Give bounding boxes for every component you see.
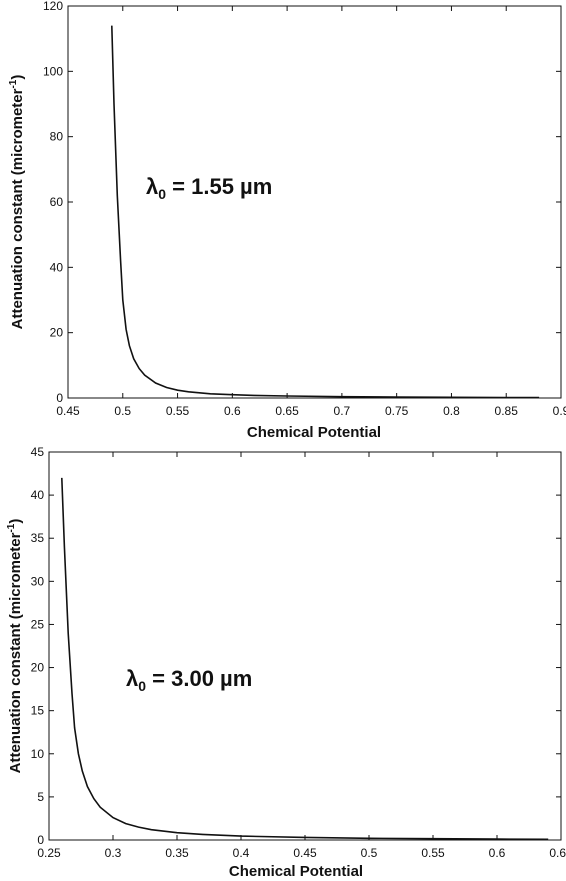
y-tick-label: 35 — [31, 531, 45, 545]
x-axis-label: Chemical Potential — [229, 863, 363, 880]
x-tick-label: 0.45 — [293, 846, 317, 860]
x-tick-label: 0.25 — [37, 846, 61, 860]
plot-frame — [48, 451, 562, 841]
y-tick-label: 40 — [50, 260, 64, 274]
y-tick-label: 0 — [37, 833, 44, 847]
y-axis-label: Attenuation constant (micrometer-1) — [8, 75, 26, 330]
x-tick-label: 0.75 — [385, 404, 409, 418]
y-axis-label-sup: -1 — [8, 79, 19, 88]
y-tick-label: 15 — [31, 704, 45, 718]
y-tick-label: 30 — [31, 574, 45, 588]
y-axis-label-main: Attenuation constant (micrometer — [7, 532, 24, 773]
x-tick-label: 0.65 — [275, 404, 299, 418]
y-axis-label-sup: -1 — [6, 523, 17, 532]
y-axis-label-main: Attenuation constant (micrometer — [9, 88, 26, 329]
x-tick-label: 0.85 — [495, 404, 519, 418]
y-tick-label: 5 — [37, 790, 44, 804]
x-axis-label: Chemical Potential — [247, 424, 381, 441]
x-tick-label: 0.55 — [421, 846, 445, 860]
x-tick-label: 0.4 — [233, 846, 250, 860]
x-tick-label: 0.8 — [443, 404, 460, 418]
x-tick-label: 0.5 — [361, 846, 378, 860]
y-axis-label-close: ) — [7, 519, 24, 524]
annotation-symbol: λ — [126, 666, 138, 691]
y-tick-label: 45 — [31, 445, 45, 459]
x-tick-label: 0.9 — [553, 404, 566, 418]
y-axis-ticks: 0 5 10 15 20 25 30 35 40 45 — [31, 445, 561, 847]
y-tick-label: 80 — [50, 130, 64, 144]
x-tick-label: 0.65 — [549, 846, 566, 860]
wavelength-annotation: λ0 = 1.55 µm — [146, 174, 272, 202]
x-tick-label: 0.3 — [105, 846, 122, 860]
annotation-subscript: 0 — [158, 186, 166, 202]
y-axis-label-close: ) — [9, 75, 26, 80]
x-tick-label: 0.5 — [114, 404, 131, 418]
y-tick-label: 20 — [31, 661, 45, 675]
x-tick-label: 0.35 — [165, 846, 189, 860]
y-tick-label: 20 — [50, 326, 64, 340]
plot-frame — [67, 5, 562, 399]
attenuation-curve — [111, 25, 540, 399]
annotation-subscript: 0 — [138, 678, 146, 694]
x-axis-ticks: 0.25 0.3 0.35 0.4 0.45 0.5 0.55 0.6 0.65 — [37, 452, 566, 860]
annotation-value: = 1.55 µm — [166, 174, 272, 199]
y-tick-label: 40 — [31, 488, 45, 502]
y-tick-label: 10 — [31, 747, 45, 761]
y-axis-label: Attenuation constant (micrometer-1) — [6, 519, 24, 774]
x-axis-ticks: 0.45 0.5 0.55 0.6 0.65 0.7 0.75 0.8 0.85 0.9 — [56, 6, 566, 418]
annotation-symbol: λ — [146, 174, 158, 199]
y-tick-label: 60 — [50, 195, 64, 209]
y-axis-ticks: 0 20 40 60 80 100 120 — [43, 0, 561, 405]
chart-bottom: 0.25 0.3 0.35 0.4 0.45 0.5 0.55 0.6 0.65 0 5 10 15 2… — [6, 445, 566, 880]
x-tick-label: 0.45 — [56, 404, 80, 418]
x-tick-label: 0.55 — [166, 404, 190, 418]
wavelength-annotation: λ0 = 3.00 µm — [126, 666, 252, 694]
y-tick-label: 120 — [43, 0, 63, 13]
x-tick-label: 0.6 — [224, 404, 241, 418]
y-tick-label: 25 — [31, 617, 45, 631]
chart-top: 0.45 0.5 0.55 0.6 0.65 0.7 0.75 0.8 0.85 0.9 0 20 4… — [8, 0, 566, 441]
x-tick-label: 0.7 — [334, 404, 351, 418]
annotation-value: = 3.00 µm — [146, 666, 252, 691]
x-tick-label: 0.6 — [489, 846, 506, 860]
y-tick-label: 0 — [56, 391, 63, 405]
y-tick-label: 100 — [43, 64, 63, 78]
attenuation-curve — [61, 477, 549, 841]
